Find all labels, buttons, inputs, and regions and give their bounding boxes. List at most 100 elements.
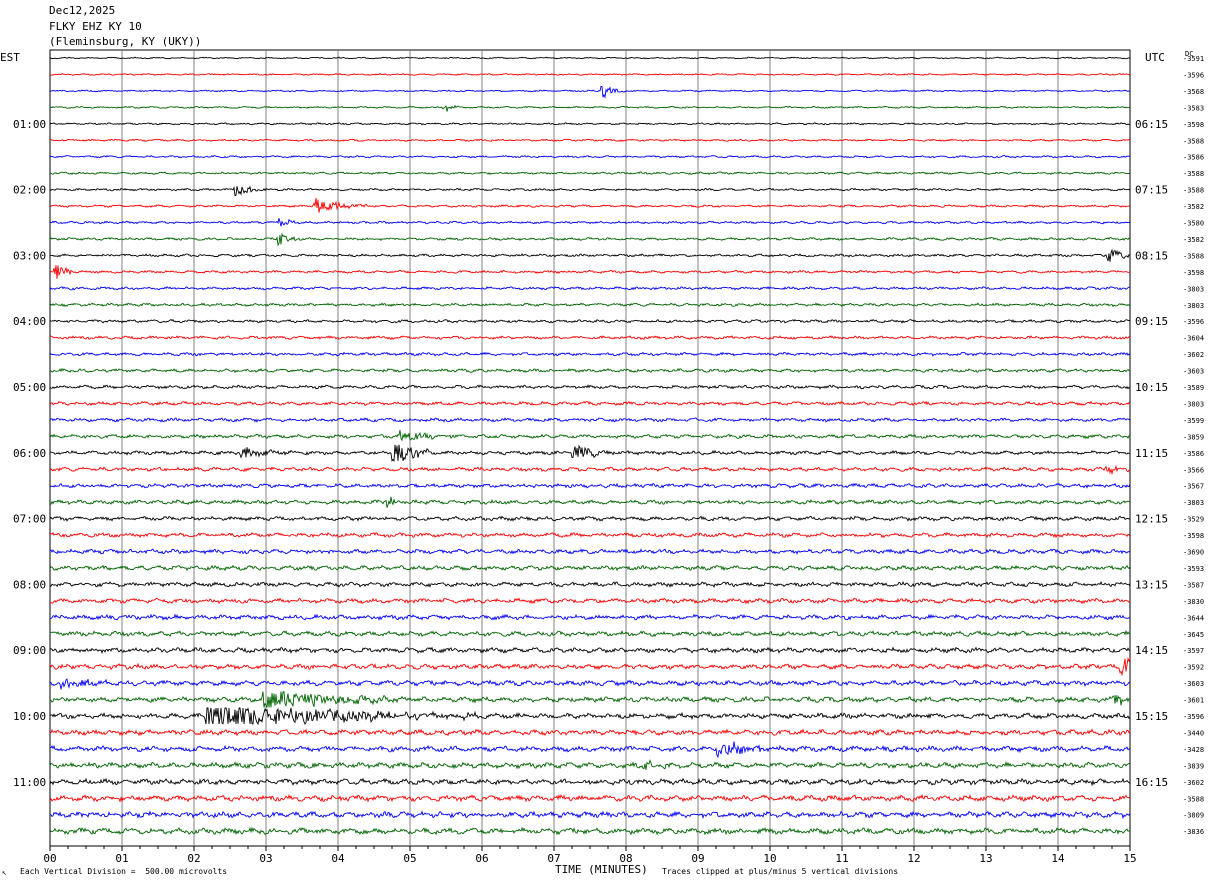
seismic-trace [49, 691, 1130, 708]
seismic-trace [49, 646, 1131, 654]
dc-offset-label: -3803 [1183, 499, 1204, 507]
dc-offset-label: -3690 [1183, 549, 1204, 557]
dc-offset-label: -3588 [1183, 795, 1204, 803]
seismic-trace [50, 138, 1131, 142]
dc-offset-label: -3602 [1183, 351, 1204, 359]
utc-hour-label: 13:15 [1135, 578, 1168, 591]
dc-offset-label: -3603 [1183, 368, 1204, 376]
est-hour-label: 09:00 [13, 644, 46, 657]
seismic-trace [49, 248, 1131, 262]
dc-offset-label: -3597 [1183, 647, 1204, 655]
dc-offset-label: -3588 [1183, 252, 1204, 260]
seismic-trace [49, 656, 1131, 677]
seismic-trace [49, 104, 1131, 112]
dc-offset-label: -3603 [1183, 680, 1204, 688]
dc-offset-label: -3580 [1183, 220, 1204, 228]
x-tick-label: 10 [763, 852, 776, 865]
seismic-trace [49, 496, 1131, 508]
dc-header: DC [1185, 50, 1193, 58]
dc-offset-label: -3809 [1183, 812, 1204, 820]
dc-offset-label: -3604 [1183, 335, 1204, 343]
seismic-trace [49, 464, 1131, 476]
dc-offset-label: -3593 [1183, 565, 1204, 573]
seismic-trace [49, 707, 1131, 726]
seismic-trace [49, 759, 1131, 770]
seismic-trace [49, 548, 1131, 555]
dc-offset-label: -3589 [1183, 384, 1204, 392]
dc-offset-label: -3588 [1183, 187, 1204, 195]
seismic-trace [49, 678, 1131, 690]
x-tick-label: 09 [691, 852, 704, 865]
dc-offset-label: -3592 [1183, 664, 1204, 672]
x-tick-label: 02 [187, 852, 200, 865]
seismic-trace [49, 154, 1131, 159]
utc-hour-label: 15:15 [1135, 710, 1168, 723]
dc-offset-label: -3567 [1183, 483, 1204, 491]
utc-label: UTC [1145, 51, 1165, 64]
x-tick-label: 04 [331, 852, 345, 865]
seismic-trace [49, 417, 1131, 423]
axis-labels: 00 01 02 03 04 05 06 07 08 09 10 11 12 13 14 15 EST UTC DC… [0, 50, 1204, 865]
dc-offset-label: -3830 [1183, 598, 1204, 606]
seismic-trace [49, 367, 1131, 374]
dc-offset-label: -3440 [1183, 729, 1204, 737]
est-hour-label: 04:00 [13, 315, 46, 328]
dc-offset-label: -3588 [1183, 170, 1204, 178]
seismic-trace [49, 197, 1131, 213]
seismic-trace [49, 56, 1131, 60]
utc-hour-label: 12:15 [1135, 513, 1168, 526]
dc-offset-label: -3839 [1183, 762, 1204, 770]
seismic-trace [49, 728, 1131, 737]
chart-station: FLKY EHZ KY 10 [49, 20, 142, 33]
dc-offset-label: -3803 [1183, 302, 1204, 310]
est-hour-label: 07:00 [13, 513, 46, 526]
utc-hour-label: 07:15 [1135, 184, 1168, 197]
x-tick-label: 00 [43, 852, 56, 865]
seismic-trace [49, 515, 1131, 522]
utc-hour-label: 08:15 [1135, 249, 1168, 262]
utc-hour-label: 11:15 [1135, 447, 1168, 460]
dc-offset-label: -3598 [1183, 121, 1204, 129]
x-tick-label: 15 [1123, 852, 1136, 865]
plot-frame [49, 49, 1131, 847]
seismic-trace [49, 741, 1131, 759]
dc-offset-label: -3588 [1183, 137, 1204, 145]
seismic-trace [49, 580, 1131, 588]
clip-note: Traces clipped at plus/minus 5 vertical … [662, 867, 899, 876]
est-hour-label: 11:00 [13, 776, 46, 789]
seismic-trace [49, 318, 1131, 324]
x-tick-label: 11 [835, 852, 848, 865]
dc-offset-label: -3586 [1183, 450, 1204, 458]
seismic-trace [49, 85, 1131, 99]
seismic-trace [49, 232, 1131, 247]
x-tick-label: 03 [259, 852, 272, 865]
seismic-trace [49, 351, 1131, 357]
utc-hour-label: 14:15 [1135, 644, 1168, 657]
seismic-trace [49, 794, 1131, 803]
x-tick-label: 01 [115, 852, 128, 865]
seismic-trace [49, 286, 1131, 291]
seismic-trace [49, 629, 1131, 638]
dc-offset-label: -3602 [1183, 779, 1204, 787]
est-hour-label: 06:00 [13, 447, 46, 460]
scale-note: Each Vertical Division = 500.00 microvol… [20, 867, 228, 876]
seismic-trace [49, 430, 1131, 442]
dc-offset-label: -3601 [1183, 697, 1204, 705]
dc-offset-label: -3803 [1183, 400, 1204, 408]
seismic-trace [49, 302, 1131, 308]
seismic-trace [49, 335, 1131, 341]
seismic-trace [49, 384, 1131, 390]
est-hour-label: 01:00 [13, 118, 46, 131]
dc-offset-label: -3591 [1183, 55, 1204, 63]
x-tick-label: 12 [907, 852, 920, 865]
dc-offset-label: -3587 [1183, 581, 1204, 589]
seismic-trace [49, 531, 1131, 539]
dc-offset-label: -3645 [1183, 631, 1204, 639]
seismic-trace [49, 122, 1131, 126]
seismic-trace [49, 72, 1131, 76]
seismic-trace [49, 597, 1131, 605]
x-tick-label: 07 [547, 852, 560, 865]
dc-offset-label: -3859 [1183, 433, 1204, 441]
dc-offset-label: -3586 [1183, 154, 1204, 162]
seismic-trace [49, 400, 1131, 407]
